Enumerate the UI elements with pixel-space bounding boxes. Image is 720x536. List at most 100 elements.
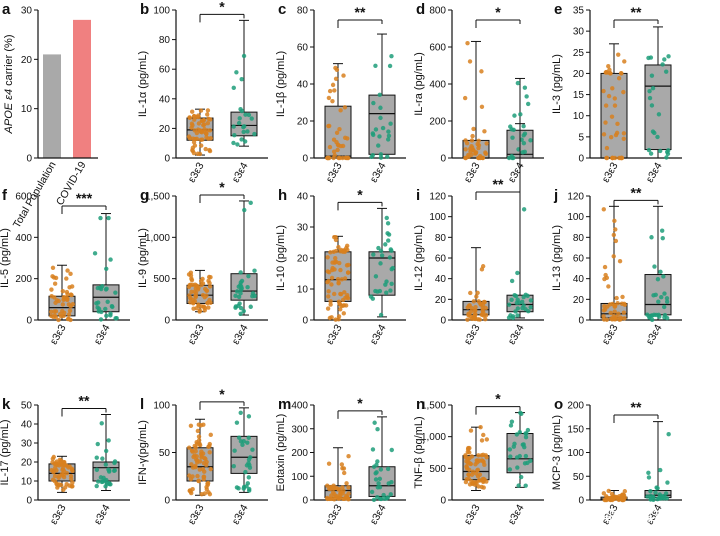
x-category-label: ε3ε4 (644, 322, 665, 346)
data-point (197, 467, 202, 472)
data-point (337, 301, 342, 306)
data-point (57, 463, 62, 468)
data-point (521, 207, 527, 212)
data-point (662, 291, 667, 296)
data-point (52, 281, 58, 286)
data-point (523, 292, 528, 298)
data-point (371, 100, 376, 106)
data-point (201, 474, 207, 480)
panel-e: e 0 5 10 15 20 25 30 35 IL-3 (pg/mL) ε3ε3 ε3ε4 ** (551, 1, 682, 185)
data-point (510, 135, 515, 140)
data-point (661, 274, 666, 279)
data-point (338, 489, 343, 495)
data-point (346, 262, 351, 268)
data-point (646, 147, 652, 153)
panel-b: b 0 20 40 60 80 100 IL-1α (pg/mL) ε3ε3 ε3ε4 * (137, 0, 268, 185)
panel-letter-c: c (278, 1, 286, 18)
data-point (51, 470, 56, 475)
data-point (604, 317, 610, 322)
data-point (112, 468, 117, 473)
data-point (242, 207, 247, 213)
data-point (346, 497, 351, 502)
data-point (377, 134, 382, 139)
data-point (468, 149, 473, 154)
data-point (186, 284, 192, 290)
data-point (509, 127, 514, 132)
y-tick-label: 60 (573, 254, 585, 265)
data-point (198, 143, 204, 148)
y-tick-label: 120 (429, 192, 446, 203)
data-point (108, 313, 113, 318)
data-point (235, 289, 240, 294)
data-point (614, 295, 619, 301)
data-point (252, 131, 257, 137)
panel-letter-m: m (278, 396, 291, 413)
y-tick-label: 100 (291, 472, 308, 483)
data-point (481, 452, 486, 457)
data-point (484, 141, 489, 146)
data-point (484, 437, 490, 442)
data-point (189, 121, 195, 126)
x-category-label: ε3ε3 (186, 322, 207, 346)
data-point (191, 454, 196, 460)
data-point (192, 117, 197, 122)
x-category-label: ε3ε3 (462, 502, 483, 526)
data-point (649, 73, 655, 78)
y-tick-label: 40 (159, 94, 171, 105)
y-tick-label: 60 (297, 43, 309, 54)
data-point (336, 244, 341, 250)
data-point (613, 496, 618, 501)
data-point (338, 292, 344, 297)
data-point (473, 304, 478, 310)
data-point (332, 497, 337, 502)
data-point (601, 308, 607, 313)
data-point (603, 120, 608, 125)
data-point (610, 86, 615, 91)
data-point (373, 127, 379, 132)
data-point (609, 491, 615, 497)
data-point (648, 151, 654, 156)
data-point (56, 473, 62, 479)
data-point (612, 96, 617, 101)
data-point (525, 427, 531, 433)
data-point (337, 126, 342, 132)
data-point (94, 483, 99, 489)
data-point (386, 232, 392, 237)
data-point (374, 470, 379, 475)
panel-j: j 0 20 40 60 80 100 120 IL-13 (pg/mL) ε3ε3 ε3ε4 ** (551, 184, 682, 347)
data-point (328, 302, 333, 307)
data-point (522, 461, 528, 466)
data-point (338, 108, 343, 113)
y-tick-label: 1,500 (421, 401, 446, 412)
data-point (333, 76, 339, 81)
data-point (95, 479, 101, 484)
y-tick-label: 0 (578, 316, 584, 327)
data-point (476, 453, 481, 458)
data-point (56, 317, 61, 323)
data-point (475, 290, 480, 296)
data-point (462, 95, 468, 101)
data-point (471, 126, 476, 132)
y-tick-label: 400 (291, 401, 308, 412)
data-point (242, 124, 247, 129)
data-point (232, 448, 237, 453)
data-point (383, 242, 388, 247)
data-point (334, 67, 340, 73)
data-point (108, 257, 113, 262)
data-point (332, 88, 337, 93)
y-tick-label: 40 (21, 420, 33, 431)
x-category-label: ε3ε4 (506, 160, 527, 184)
data-point (341, 311, 346, 316)
data-point (606, 284, 611, 289)
data-point (338, 267, 343, 273)
data-point (195, 428, 201, 434)
data-point (195, 151, 201, 156)
data-point (339, 277, 345, 282)
panel-k: k 0 10 20 30 40 50 IL-17 (pg/mL) ε3ε3 ε3ε4 ** (0, 393, 130, 527)
data-point (477, 472, 483, 477)
data-point (207, 284, 213, 289)
x-category-label: ε3ε4 (368, 160, 389, 184)
data-point (329, 493, 334, 498)
panel-letter-l: l (140, 396, 144, 413)
